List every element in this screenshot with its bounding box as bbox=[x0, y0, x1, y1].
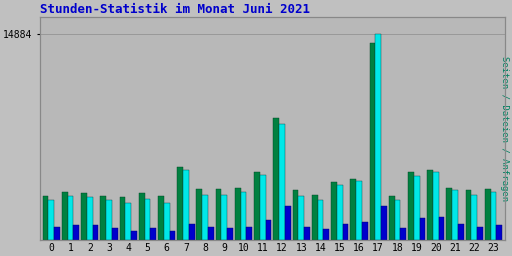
Bar bbox=[189, 224, 195, 240]
Bar bbox=[216, 189, 222, 240]
Bar bbox=[293, 190, 298, 240]
Bar bbox=[490, 192, 497, 240]
Bar bbox=[164, 203, 169, 240]
Bar bbox=[497, 225, 502, 240]
Bar bbox=[73, 225, 79, 240]
Bar bbox=[68, 196, 73, 240]
Bar bbox=[375, 34, 381, 240]
Bar bbox=[356, 181, 362, 240]
Bar bbox=[298, 196, 304, 240]
Bar bbox=[158, 196, 164, 240]
Bar bbox=[202, 195, 208, 240]
Bar bbox=[169, 231, 175, 240]
Bar bbox=[62, 192, 68, 240]
Bar bbox=[331, 182, 337, 240]
Bar bbox=[93, 225, 98, 240]
Bar bbox=[246, 227, 252, 240]
Bar bbox=[100, 196, 106, 240]
Bar bbox=[151, 228, 156, 240]
Bar bbox=[120, 197, 125, 240]
Bar bbox=[419, 218, 425, 240]
Bar bbox=[400, 228, 406, 240]
Bar bbox=[254, 172, 260, 240]
Bar bbox=[144, 199, 151, 240]
Bar bbox=[49, 200, 54, 240]
Bar bbox=[87, 197, 93, 240]
Bar bbox=[81, 193, 87, 240]
Bar bbox=[139, 193, 144, 240]
Bar bbox=[273, 118, 279, 240]
Bar bbox=[433, 172, 439, 240]
Bar bbox=[177, 167, 183, 240]
Bar bbox=[235, 188, 241, 240]
Bar bbox=[42, 196, 49, 240]
Bar bbox=[337, 185, 343, 240]
Bar bbox=[452, 190, 458, 240]
Bar bbox=[381, 206, 387, 240]
Bar bbox=[106, 200, 112, 240]
Bar bbox=[183, 169, 189, 240]
Bar bbox=[304, 227, 310, 240]
Bar bbox=[370, 43, 375, 240]
Bar bbox=[446, 188, 452, 240]
Bar bbox=[472, 195, 477, 240]
Bar bbox=[197, 189, 202, 240]
Bar bbox=[317, 200, 324, 240]
Bar bbox=[324, 229, 329, 240]
Bar bbox=[477, 227, 483, 240]
Text: Stunden-Statistik im Monat Juni 2021: Stunden-Statistik im Monat Juni 2021 bbox=[40, 3, 310, 16]
Bar bbox=[131, 231, 137, 240]
Bar bbox=[395, 200, 400, 240]
Bar bbox=[414, 176, 419, 240]
Bar bbox=[266, 220, 271, 240]
Bar bbox=[427, 169, 433, 240]
Bar bbox=[227, 228, 233, 240]
Bar bbox=[343, 224, 348, 240]
Bar bbox=[241, 192, 246, 240]
Bar bbox=[439, 217, 444, 240]
Bar bbox=[362, 222, 368, 240]
Bar bbox=[125, 203, 131, 240]
Bar bbox=[458, 224, 464, 240]
Bar bbox=[285, 206, 291, 240]
Bar bbox=[465, 190, 472, 240]
Bar bbox=[208, 227, 214, 240]
Bar bbox=[312, 195, 317, 240]
Bar bbox=[279, 124, 285, 240]
Bar bbox=[389, 196, 395, 240]
Bar bbox=[54, 227, 60, 240]
Bar bbox=[408, 172, 414, 240]
Bar bbox=[112, 228, 118, 240]
Bar bbox=[485, 189, 490, 240]
Bar bbox=[260, 175, 266, 240]
Bar bbox=[222, 195, 227, 240]
Y-axis label: Seiten / Dateien / Anfragen: Seiten / Dateien / Anfragen bbox=[500, 56, 509, 201]
Bar bbox=[350, 179, 356, 240]
